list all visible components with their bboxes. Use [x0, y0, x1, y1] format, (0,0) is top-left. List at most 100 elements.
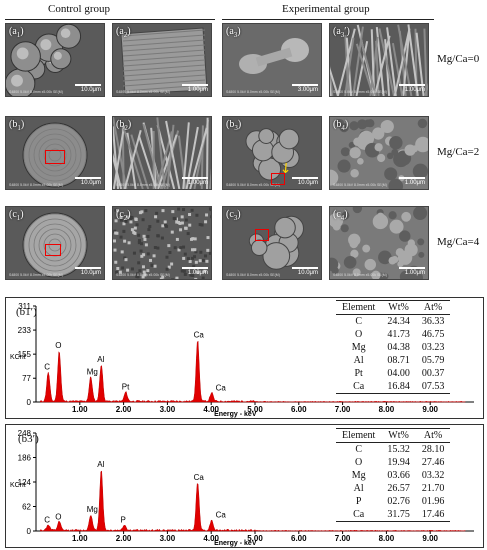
y-tick-label: 311 — [18, 302, 31, 311]
table-cell: 04.38 — [387, 342, 410, 353]
table-cell: 28.10 — [421, 444, 445, 455]
table-cell: 04.00 — [387, 368, 410, 379]
table-cell: 24.34 — [387, 316, 410, 327]
scale-bar-text: 1.00μm — [187, 87, 208, 93]
scale-bar: 1.00μm — [182, 177, 208, 186]
experimental-group-header: Experimental group — [282, 3, 370, 15]
x-tick-label: 4.00 — [203, 534, 219, 543]
peak-label-mg: Mg — [87, 505, 98, 514]
spectrum-panel-label: (b3′) — [18, 433, 39, 445]
sem-micrograph — [113, 24, 211, 96]
y-tick-label: 0 — [27, 527, 32, 536]
scale-bar-text: 1.00μm — [404, 180, 425, 186]
sem-meta-text: S4800 5.0kV 8.0mm x5.00k SE(M) — [9, 90, 63, 94]
table-cell: 03.66 — [387, 470, 410, 481]
table-cell: O — [355, 329, 363, 340]
table-cell: O — [355, 457, 363, 468]
scale-bar: 1.00μm — [182, 84, 208, 93]
sem-meta-text: S4800 5.0kV 8.0mm x5.00k SE(M) — [116, 273, 170, 277]
x-tick-label: 1.00 — [72, 405, 88, 414]
eds-spectrum-b1: 0 77 155 233 311 KCnt 1.00 2.00 3.00 4.00 5.00 6.00… — [5, 297, 484, 419]
x-tick-label: 5.00 — [247, 534, 263, 543]
scale-bar: 10.0μm — [292, 177, 318, 186]
table-row: C 15.32 28.10 — [336, 443, 450, 457]
panel-label: (a2) — [116, 26, 131, 39]
peak-label-o: O — [55, 512, 61, 521]
peak-label-ca: Ca — [216, 511, 227, 520]
panel-label: (c4) — [333, 209, 348, 222]
sem-panel-c1: (c1) 10.0μm S4800 5.0kV 8.0mm x5.00k SE(M) — [5, 206, 105, 280]
x-tick-label: 6.00 — [291, 405, 307, 414]
y-tick-label: 62 — [22, 503, 31, 512]
spectrum-series — [40, 340, 466, 403]
table-cell: 01.96 — [421, 496, 445, 507]
scale-bar-text: 1.00μm — [187, 270, 208, 276]
table-header-cell: At% — [415, 300, 451, 315]
panel-label: (b1) — [9, 119, 25, 132]
table-cell: Mg — [351, 470, 366, 481]
scale-bar-text: 1.00μm — [404, 270, 425, 276]
row-label-mg-ca: Mg/Ca=2 — [437, 146, 480, 158]
peak-label-ca: Ca — [194, 330, 205, 339]
x-tick-label: 7.00 — [335, 405, 351, 414]
sem-panel-c4: (c4) 1.00μm S4800 5.0kV 8.0mm x5.00k SE(M) — [329, 206, 429, 280]
sem-micrograph — [6, 207, 104, 279]
sem-meta-text: S4800 5.0kV 8.0mm x5.00k SE(M) — [333, 183, 387, 187]
sem-meta-text: S4800 5.0kV 8.0mm x5.00k SE(M) — [333, 273, 387, 277]
panel-label: (b3) — [226, 119, 242, 132]
x-tick-label: 9.00 — [422, 405, 438, 414]
table-cell: 03.23 — [421, 342, 445, 353]
sem-panel-b3: (b3) 10.0μm S4800 5.0kV 8.0mm x5.00k SE(M) — [222, 116, 322, 190]
scale-bar: 10.0μm — [75, 84, 101, 93]
region-marker-b1 — [45, 150, 65, 164]
scale-bar: 1.00μm — [182, 267, 208, 276]
scale-bar: 1.00μm — [399, 84, 425, 93]
y-axis-label: KCnt — [10, 482, 26, 489]
table-header-cell: Element — [336, 300, 382, 315]
eds-chart: 0 77 155 233 311 KCnt 1.00 2.00 3.00 4.00 5.00 6.00… — [10, 302, 474, 418]
sem-panel-b1: (b1) 10.0μm S4800 5.0kV 8.0mm x5.00k SE(M) — [5, 116, 105, 190]
sem-meta-text: S4800 5.0kV 8.0mm x5.00k SE(M) — [116, 90, 170, 94]
table-row: P 02.76 01.96 — [336, 495, 450, 508]
x-tick-label: 8.00 — [379, 534, 395, 543]
peak-label-ca: Ca — [216, 383, 227, 392]
table-header-cell: At% — [415, 428, 451, 443]
table-cell: 16.84 — [381, 380, 416, 394]
sem-meta-text: S4800 5.0kV 8.0mm x5.00k SE(M) — [226, 183, 280, 187]
table-cell: 05.79 — [421, 355, 445, 366]
x-tick-label: 1.00 — [72, 534, 88, 543]
peak-label-c: C — [44, 363, 50, 372]
table-header-cell: Wt% — [381, 300, 416, 315]
region-marker-b3 — [271, 173, 285, 185]
control-header-rule — [5, 19, 215, 20]
peak-label-o: O — [55, 341, 61, 350]
sem-panel-c3: (c3) 10.0μm S4800 5.0kV 8.0mm x5.00k SE(M) — [222, 206, 322, 280]
peak-label-mg: Mg — [87, 367, 98, 376]
table-cell: Ca — [336, 380, 382, 394]
table-cell: 21.70 — [421, 483, 445, 494]
row-label-mg-ca: Mg/Ca=0 — [437, 53, 480, 65]
table-cell: 07.53 — [415, 380, 451, 394]
sem-panel-a2: (a2) 1.00μm S4800 5.0kV 8.0mm x5.00k SE(M) — [112, 23, 212, 97]
sem-panel-c2: (c2) 1.00μm S4800 5.0kV 8.0mm x5.00k SE(M) — [112, 206, 212, 280]
scale-bar-text: 3.00μm — [297, 87, 318, 93]
table-header-cell: Element — [336, 428, 382, 443]
scale-bar-text: 10.0μm — [80, 87, 101, 93]
table-cell: 15.32 — [387, 444, 410, 455]
scale-bar-text: 1.00μm — [187, 180, 208, 186]
scale-bar: 10.0μm — [75, 177, 101, 186]
table-cell: 03.32 — [421, 470, 445, 481]
x-tick-label: 3.00 — [160, 405, 176, 414]
panel-label: (a1) — [9, 26, 24, 39]
panel-label: (b2) — [116, 119, 132, 132]
sem-meta-text: S4800 5.0kV 8.0mm x5.00k SE(M) — [9, 273, 63, 277]
table-cell: 17.46 — [415, 508, 451, 522]
y-tick-label: 155 — [18, 350, 32, 359]
x-tick-label: 4.00 — [203, 405, 219, 414]
table-cell: 02.76 — [387, 496, 410, 507]
table-header-cell: Wt% — [381, 428, 416, 443]
scale-bar: 1.00μm — [399, 177, 425, 186]
region-marker-c3 — [255, 229, 269, 241]
table-row: C 24.34 36.33 — [336, 315, 450, 329]
control-group-header: Control group — [48, 3, 111, 15]
